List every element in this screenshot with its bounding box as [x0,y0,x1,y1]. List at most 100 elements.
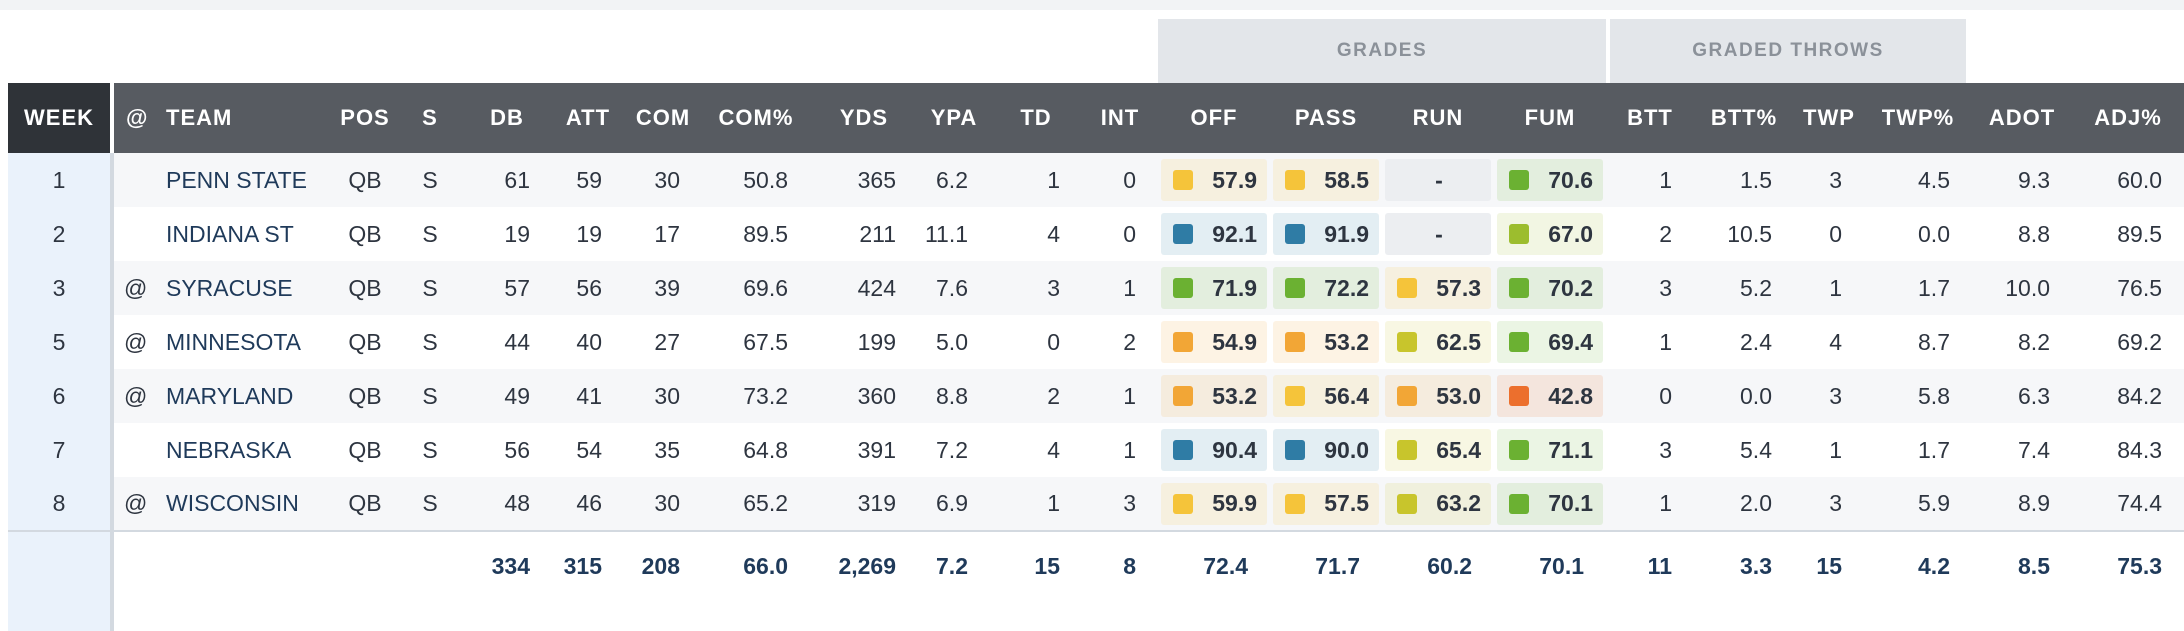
ypa-cell: 6.2 [936,166,968,193]
grade-color-swatch [1173,170,1193,190]
ypa-cell: 6.9 [936,490,968,516]
fum-grade-cell: 70.1 [1494,477,1606,531]
column-header-com[interactable]: COM [635,105,691,130]
status-cell: S [422,436,438,463]
column-header-at[interactable]: @ [126,105,149,130]
grade-value: 69.4 [1548,328,1593,355]
grade-value: 91.9 [1324,220,1369,247]
att-cell: 56 [576,274,602,301]
column-header-pass[interactable]: PASS [1294,105,1358,130]
pass-grade-cell: 53.2 [1270,315,1382,369]
team-link[interactable]: WISCONSIN [166,490,299,516]
away-indicator [112,423,154,477]
week-cell: 7 [8,423,114,477]
team-link[interactable]: MINNESOTA [166,328,302,355]
att-cell: 40 [576,328,602,355]
grade-pill: 71.1 [1497,429,1603,471]
off-grade-cell: 90.4 [1158,423,1270,477]
column-header-off[interactable]: OFF [1190,105,1238,130]
fum-grade-cell: 71.1 [1494,423,1606,477]
grade-value: 53.0 [1436,382,1481,409]
status-cell: S [422,166,438,193]
grade-pill: 63.2 [1385,482,1491,525]
grade-pill: 62.5 [1385,321,1491,363]
yds-cell: 424 [857,274,896,301]
table-row[interactable]: 6 @ MARYLAND QB S 49 41 30 73.2 360 8.8 2 1 53.2 56.4 5… [8,369,2184,423]
ypa-cell: 8.8 [936,382,968,409]
column-header-run[interactable]: RUN [1412,105,1464,130]
column-header-com-pct[interactable]: COM% [718,105,794,130]
column-header-pos[interactable]: POS [340,105,390,130]
column-header-twp-pct[interactable]: TWP% [1881,105,1955,130]
team-link[interactable]: INDIANA ST [166,220,294,247]
com-cell: 30 [654,382,680,409]
column-header-btt[interactable]: BTT [1627,105,1673,130]
total-att: 315 [563,553,602,579]
grade-color-swatch [1509,440,1529,460]
grade-value: - [1435,166,1443,193]
week-cell: 1 [8,153,114,207]
table-row[interactable]: 8 @ WISCONSIN QB S 48 46 30 65.2 319 6.9 1 3 59.9 57.5… [8,477,2184,531]
team-link[interactable]: PENN STATE [166,166,307,193]
grade-value: 71.1 [1548,436,1593,463]
twp-pct-cell: 5.8 [1918,382,1950,409]
table-row[interactable]: 1 PENN STATE QB S 61 59 30 50.8 365 6.2 1 0 57.9 58.5… [8,153,2184,207]
pass-grade-cell: 91.9 [1270,207,1382,261]
td-cell: 4 [1047,436,1060,463]
com-pct-cell: 73.2 [743,382,788,409]
table-body: 1 PENN STATE QB S 61 59 30 50.8 365 6.2 1 0 57.9 58.5… [8,153,2184,631]
column-header-td[interactable]: TD [1020,105,1052,130]
grade-pill: 65.4 [1385,429,1491,471]
team-link[interactable]: NEBRASKA [166,436,292,463]
btt-cell: 1 [1659,328,1672,355]
grade-color-swatch [1173,440,1193,460]
grade-value: 54.9 [1212,328,1257,355]
grade-color-swatch [1509,278,1529,298]
column-header-fum[interactable]: FUM [1524,105,1576,130]
column-header-team[interactable]: TEAM [166,105,233,130]
grade-value: 72.2 [1324,274,1369,301]
int-cell: 1 [1123,382,1136,409]
total-com-pct: 66.0 [743,553,788,579]
grade-color-swatch [1509,224,1529,244]
db-cell: 44 [504,328,530,355]
btt-cell: 1 [1659,490,1672,516]
att-cell: 19 [576,220,602,247]
table-row[interactable]: 2 INDIANA ST QB S 19 19 17 89.5 211 11.1 4 0 92.1 91.… [8,207,2184,261]
team-link[interactable]: MARYLAND [166,382,294,409]
total-twp-pct: 4.2 [1918,553,1950,579]
total-twp: 15 [1816,553,1842,579]
column-header-twp[interactable]: TWP [1803,105,1855,130]
column-header-int[interactable]: INT [1100,105,1140,130]
table-row[interactable]: 5 @ MINNESOTA QB S 44 40 27 67.5 199 5.0 0 2 54.9 53.2… [8,315,2184,369]
grade-value: 71.9 [1212,274,1257,301]
table-row[interactable]: 7 NEBRASKA QB S 56 54 35 64.8 391 7.2 4 1 90.4 90.0 65… [8,423,2184,477]
column-header-yds[interactable]: YDS [839,105,889,130]
table-row[interactable]: 3 @ SYRACUSE QB S 57 56 39 69.6 424 7.6 3 1 71.9 72.2 5… [8,261,2184,315]
grade-pill: - [1385,159,1491,201]
away-indicator [112,153,154,207]
com-cell: 35 [654,436,680,463]
column-header-adj-pct[interactable]: ADJ% [2094,105,2162,130]
pass-grade-cell: 90.0 [1270,423,1382,477]
pass-grade-cell: 56.4 [1270,369,1382,423]
grade-color-swatch [1397,332,1417,352]
yds-cell: 211 [859,220,896,247]
grade-value: 70.6 [1548,166,1593,193]
run-grade-cell: 57.3 [1382,261,1494,315]
away-indicator: @ [124,490,148,516]
total-pass-grade: 71.7 [1315,553,1360,579]
column-header-week[interactable]: WEEK [8,83,114,153]
grade-value: 90.4 [1212,436,1257,463]
column-header-btt-pct[interactable]: BTT% [1710,105,1778,130]
grade-color-swatch [1397,493,1417,514]
grade-pill: 71.9 [1161,267,1267,309]
column-header-adot[interactable]: ADOT [1988,105,2056,130]
column-header-ypa[interactable]: YPA [930,105,978,130]
column-header-s[interactable]: S [422,105,438,130]
grade-pill: 90.0 [1273,429,1379,471]
column-header-att[interactable]: ATT [565,105,611,130]
column-header-db[interactable]: DB [490,105,524,130]
team-link[interactable]: SYRACUSE [166,274,293,301]
grade-value: 59.9 [1212,490,1257,516]
